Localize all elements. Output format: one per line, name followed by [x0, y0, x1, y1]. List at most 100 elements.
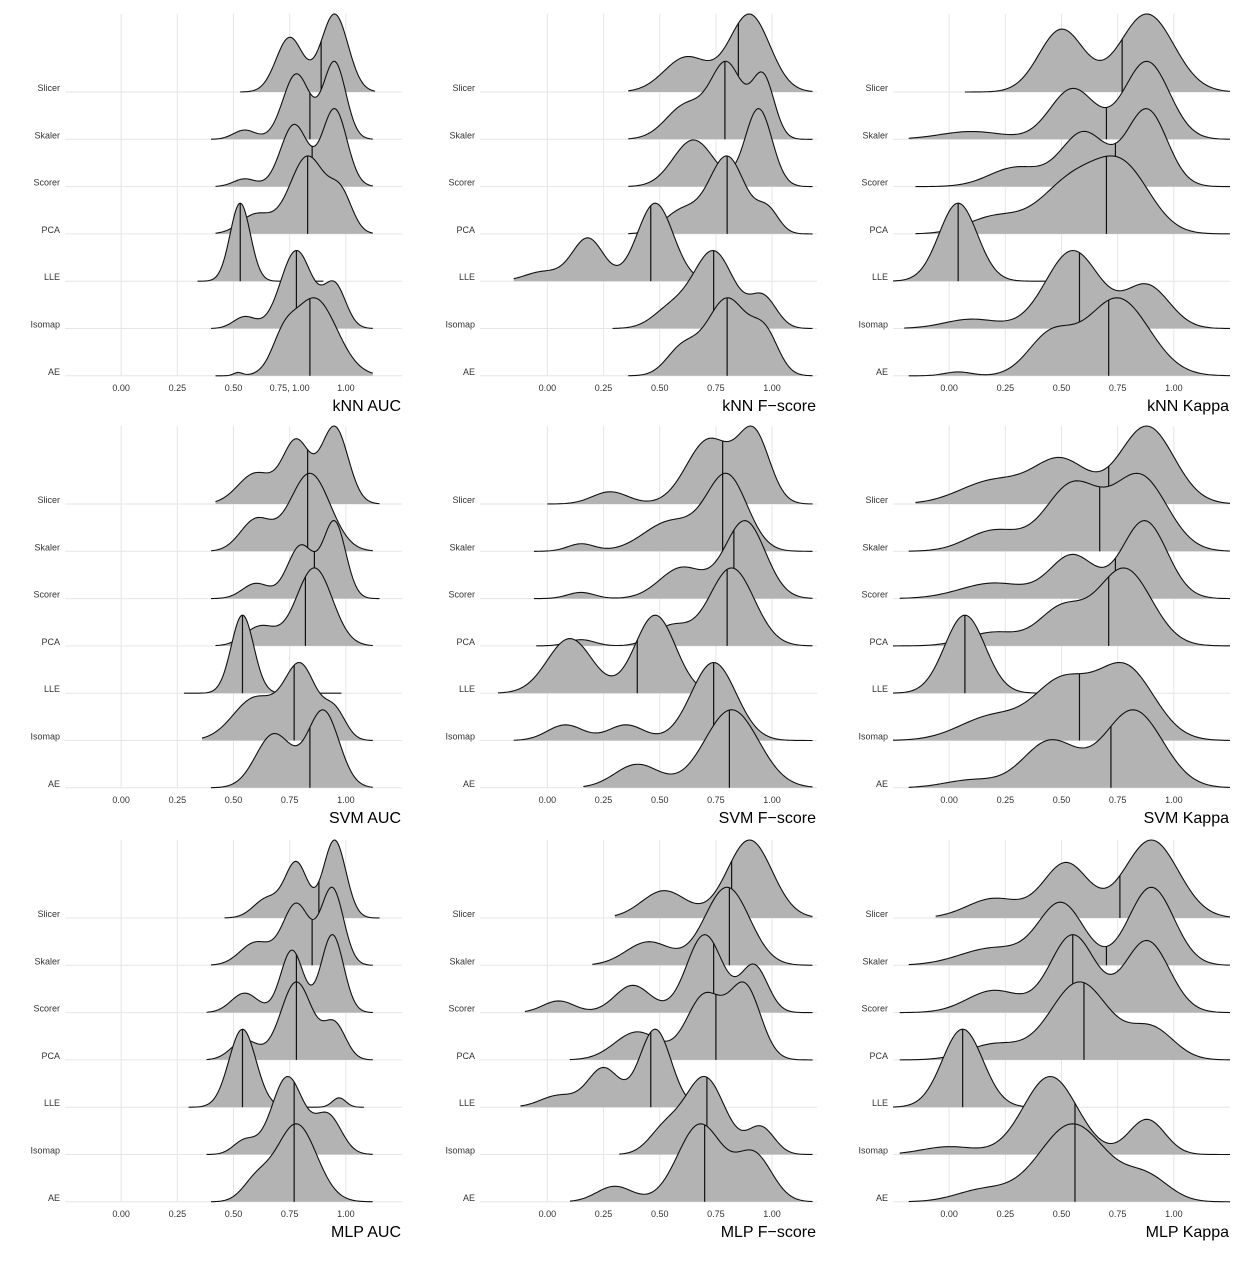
ridgeline-svg: Slicer Skaler Scorer PCA LLE Isomap AE 0.00 0.25… [30, 839, 402, 1241]
x-tick-label: 0.25 [595, 1209, 613, 1219]
category-label: Scorer [448, 1004, 475, 1014]
ridge-scorer-outline [211, 520, 380, 600]
ridge-ae-outline [583, 709, 813, 788]
ridge-skaler-area [592, 887, 813, 966]
category-label: Slicer [37, 495, 60, 505]
x-tick-label: 1.00 [337, 1209, 355, 1219]
category-label: LLE [872, 272, 888, 282]
ridge-isomap-outline [201, 661, 373, 741]
x-tick-label: 0.75 [707, 383, 725, 393]
category-label: Scorer [861, 178, 888, 188]
category-label: Scorer [33, 178, 60, 188]
category-label: Scorer [861, 590, 888, 600]
ridge-skaler-outline [210, 472, 373, 552]
ridge-lle-outline [892, 614, 1051, 694]
ridge-ae-outline [211, 1123, 373, 1203]
ridgeline-panel: Slicer Skaler Scorer PCA LLE Isomap AE 0.00 0.25… [415, 0, 827, 415]
ridge-scorer-area [211, 520, 380, 599]
ridgeline-panel: Slicer Skaler Scorer PCA LLE Isomap AE 0.00 0.25… [828, 0, 1240, 415]
panel-title: kNN AUC [333, 398, 401, 415]
panel-title: SVM AUC [329, 810, 401, 827]
category-label: Slicer [865, 83, 888, 93]
category-label: LLE [459, 1098, 475, 1108]
x-tick-label: 0.75 [1109, 1209, 1127, 1219]
x-tick-label: 0.75 [281, 795, 299, 805]
x-tick-label: 0.00 [940, 795, 958, 805]
ridge-slicer-outline [614, 839, 813, 917]
ridge-isomap-area [904, 250, 1230, 329]
category-label: Isomap [445, 320, 475, 330]
ridge-isomap-outline [612, 249, 813, 330]
ridge-slicer-area [628, 14, 813, 92]
x-tick-label: 0.25 [997, 383, 1015, 393]
ridge-lle-area [520, 1029, 710, 1108]
category-label: Slicer [37, 83, 60, 93]
x-tick-label: 0.50 [225, 1209, 243, 1219]
ridge-skaler-outline [592, 886, 813, 966]
ridgeline-panel: Slicer Skaler Scorer PCA LLE Isomap AE 0.00 0.25… [415, 826, 827, 1241]
ridge-slicer-outline [915, 425, 1231, 504]
ridge-slicer-area [224, 840, 380, 918]
ridge-isomap-outline [619, 1075, 813, 1156]
x-tick-label: 0.25 [169, 383, 187, 393]
ridge-pca-area [899, 981, 1230, 1060]
category-label: AE [463, 1193, 475, 1203]
x-tick-label: 0.00 [112, 383, 130, 393]
ridge-skaler-outline [210, 886, 373, 966]
ridge-skaler-outline [628, 60, 813, 140]
x-tick-label: 0.50 [651, 1209, 669, 1219]
ridge-scorer-outline [533, 520, 813, 600]
category-label: Scorer [448, 178, 475, 188]
category-label: LLE [872, 1098, 888, 1108]
category-label: PCA [41, 637, 60, 647]
ridge-isomap-area [206, 1076, 373, 1155]
x-tick-label: 0.00 [940, 1209, 958, 1219]
ridge-ae-area [211, 1123, 373, 1202]
x-tick-label: 0.00 [539, 383, 557, 393]
category-label: Scorer [448, 590, 475, 600]
category-label: Scorer [33, 590, 60, 600]
panel-title: kNN Kappa [1147, 398, 1229, 415]
category-label: Scorer [861, 1004, 888, 1014]
ridge-pca-outline [569, 981, 813, 1061]
category-label: Slicer [452, 83, 475, 93]
x-tick-label: 1.00 [1165, 1209, 1183, 1219]
x-tick-label: 0.25 [169, 1209, 187, 1219]
ridge-scorer-outline [215, 108, 373, 187]
ridge-slicer-area [215, 426, 380, 504]
category-label: Slicer [37, 909, 60, 919]
ridge-ae-outline [908, 297, 1231, 377]
category-label: AE [48, 779, 60, 789]
category-label: Isomap [30, 732, 60, 742]
ridgeline-svg: Slicer Skaler Scorer PCA LLE Isomap AE 0.00 0.25… [30, 13, 402, 415]
ridge-skaler-outline [533, 472, 813, 552]
x-tick-label: 1.00 [763, 795, 781, 805]
ridge-isomap-area [211, 250, 373, 329]
category-label: PCA [41, 1051, 60, 1061]
ridge-slicer-area [240, 14, 376, 92]
category-label: Skaler [862, 130, 888, 140]
category-label: Skaler [34, 542, 60, 552]
x-tick-label: 0.75 [281, 1209, 299, 1219]
ridge-pca-area [569, 981, 813, 1060]
ridgeline-svg: Slicer Skaler Scorer PCA LLE Isomap AE 0.00 0.25… [30, 425, 402, 827]
ridge-slicer-outline [224, 839, 380, 919]
ridge-ae-area [215, 297, 373, 376]
ridge-scorer-outline [524, 934, 813, 1014]
ridgeline-svg: Slicer Skaler Scorer PCA LLE Isomap AE 0.00 0.25… [445, 13, 817, 415]
category-label: Skaler [449, 542, 475, 552]
panel-title: MLP F−score [721, 1224, 816, 1241]
panel-title: SVM F−score [719, 810, 816, 827]
category-label: PCA [869, 225, 888, 235]
ridge-slicer-outline [628, 13, 813, 92]
x-tick-label: 1.00 [337, 795, 355, 805]
ridge-scorer-outline [899, 520, 1231, 600]
ridge-ae-area [908, 1123, 1230, 1202]
panel-title: MLP Kappa [1146, 1224, 1229, 1241]
x-tick-label: 0.75 [707, 795, 725, 805]
ridge-lle-area [893, 203, 1058, 282]
ridgeline-panel: Slicer Skaler Scorer PCA LLE Isomap AE 0.00 0.25… [828, 412, 1240, 827]
ridge-isomap-outline [211, 249, 373, 329]
category-label: AE [463, 779, 475, 789]
